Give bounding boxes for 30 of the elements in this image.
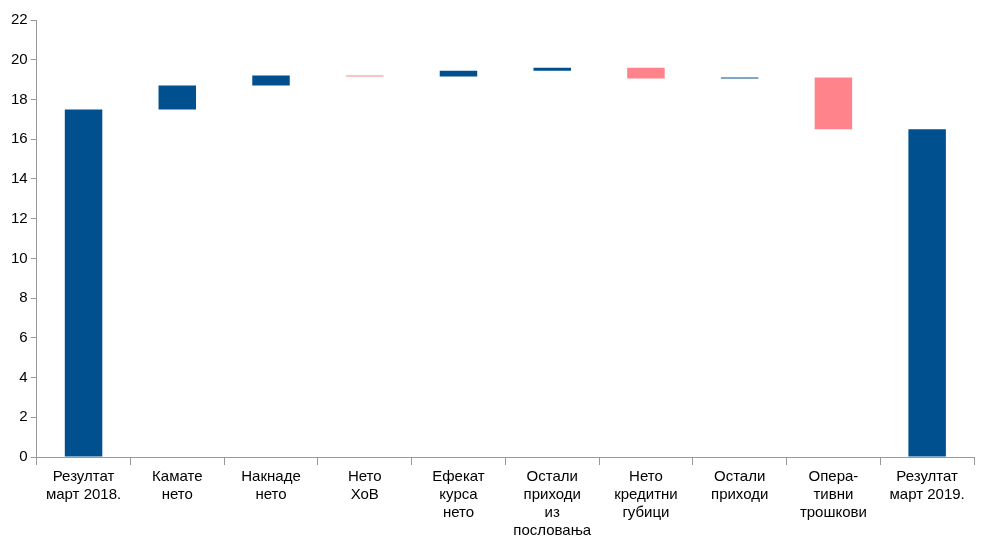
- x-tick-label: Камате нето: [152, 467, 203, 503]
- y-tick-label: 2: [19, 407, 28, 425]
- x-tick-label: Опера- тивни трошкови: [799, 467, 867, 521]
- bar: [439, 70, 478, 77]
- bar: [533, 67, 571, 71]
- bar: [908, 129, 946, 457]
- x-tick-label: Остали приходи: [711, 467, 769, 503]
- bar: [814, 77, 853, 130]
- x-tick-label: Резултат март 2019.: [889, 467, 965, 503]
- x-tick-label: Нето ХоВ: [347, 467, 382, 503]
- bar: [627, 67, 665, 79]
- y-tick-label: 4: [19, 367, 28, 385]
- y-tick-label: 6: [19, 327, 28, 345]
- y-tick-label: 10: [11, 248, 28, 266]
- x-tick-label: Ефекат курса нето: [432, 467, 485, 521]
- x-tick-label: Нето кредитни губици: [614, 467, 678, 521]
- y-tick-label: 0: [19, 447, 28, 465]
- y-tick-label: 18: [11, 89, 28, 107]
- x-tick-label: Накнаде нето: [241, 467, 301, 503]
- y-tick-label: 8: [19, 288, 28, 306]
- x-tick-label: Резултат март 2018.: [45, 467, 122, 503]
- bar: [64, 109, 103, 457]
- bar: [252, 75, 290, 86]
- y-tick-label: 12: [11, 208, 28, 226]
- y-tick-label: 16: [11, 129, 28, 147]
- y-tick-label: 22: [11, 10, 28, 28]
- x-tick-label: Остали приходи из пословања: [513, 467, 592, 539]
- bar: [158, 85, 197, 110]
- y-tick-label: 14: [11, 169, 28, 187]
- y-tick-label: 20: [11, 49, 28, 67]
